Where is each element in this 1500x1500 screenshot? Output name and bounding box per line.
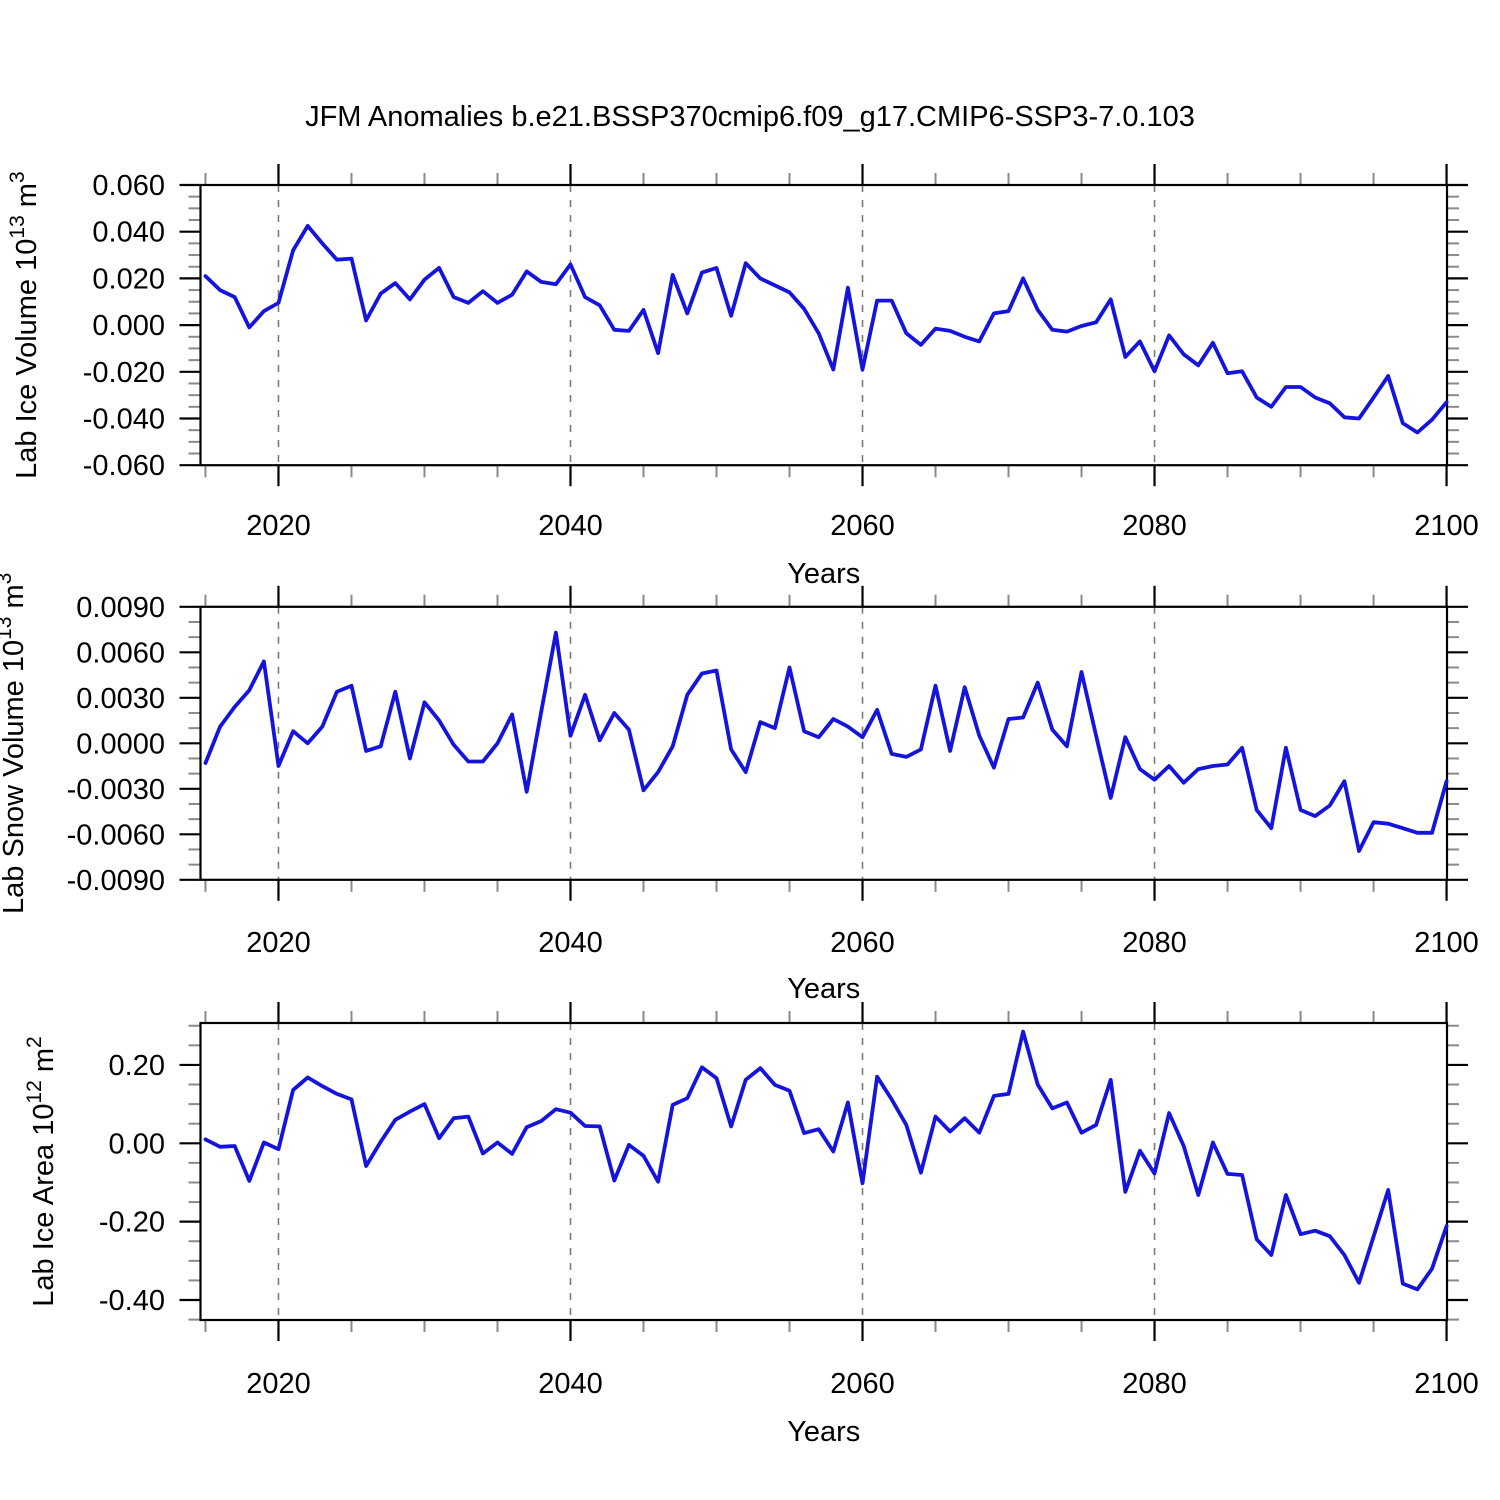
x-tick-label: 2100 — [1414, 927, 1479, 959]
y-tick-label: -0.060 — [83, 450, 165, 482]
x-axis-title: Years — [787, 973, 860, 1005]
y-axis-title-lab-ice-area: Lab Ice Area 1012 m2 — [23, 1036, 60, 1306]
y-tick-label: -0.20 — [99, 1207, 165, 1239]
y-tick-label: 0.040 — [92, 217, 165, 249]
y-axis-title-lab-ice-volume: Lab Ice Volume 1013 m3 — [6, 171, 43, 479]
plot-frame — [199, 1021, 1449, 1322]
series-line-lab-snow-volume — [203, 630, 1449, 853]
y-tick-label: -0.0090 — [67, 865, 165, 897]
y-tick-label: 0.0000 — [76, 728, 165, 760]
x-tick-label: 2080 — [1122, 1368, 1187, 1400]
y-tick-label: -0.0030 — [67, 774, 165, 806]
x-tick-label: 2040 — [538, 1368, 603, 1400]
x-tick-label: 2040 — [538, 510, 603, 542]
x-tick-label: 2060 — [830, 1368, 895, 1400]
y-tick-label: 0.00 — [109, 1128, 165, 1160]
y-tick-label: 0.020 — [92, 263, 165, 295]
x-tick-label: 2020 — [246, 1368, 311, 1400]
x-tick-label: 2100 — [1414, 1368, 1479, 1400]
y-tick-label: 0.0030 — [76, 683, 165, 715]
chart-title: JFM Anomalies b.e21.BSSP370cmip6.f09_g17… — [305, 101, 1195, 133]
y-tick-label: -0.40 — [99, 1285, 165, 1317]
x-axis-title: Years — [787, 558, 860, 590]
series-line-lab-ice-area — [203, 1029, 1449, 1292]
x-tick-label: 2040 — [538, 927, 603, 959]
x-tick-label: 2060 — [830, 510, 895, 542]
y-tick-label: 0.20 — [109, 1050, 165, 1082]
y-axis-title-lab-snow-volume: Lab Snow Volume 1013 m3 — [0, 573, 30, 914]
y-tick-label: -0.040 — [83, 404, 165, 436]
x-tick-label: 2080 — [1122, 510, 1187, 542]
y-tick-label: 0.060 — [92, 170, 165, 202]
x-tick-label: 2060 — [830, 927, 895, 959]
series-line-lab-ice-volume — [203, 223, 1449, 435]
x-tick-label: 2020 — [246, 927, 311, 959]
x-axis-title: Years — [787, 1416, 860, 1448]
y-tick-label: -0.020 — [83, 357, 165, 389]
x-tick-label: 2080 — [1122, 927, 1187, 959]
plot-frame — [199, 183, 1449, 467]
y-tick-label: -0.0060 — [67, 819, 165, 851]
x-tick-label: 2100 — [1414, 510, 1479, 542]
y-tick-label: 0.0090 — [76, 592, 165, 624]
x-tick-label: 2020 — [246, 510, 311, 542]
plot-frame — [199, 605, 1449, 881]
y-tick-label: 0.0060 — [76, 637, 165, 669]
y-tick-label: 0.000 — [92, 310, 165, 342]
